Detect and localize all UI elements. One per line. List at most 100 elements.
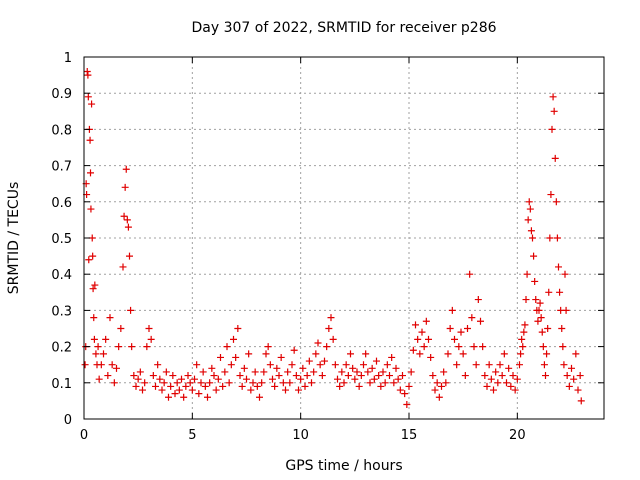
data-point	[362, 350, 370, 358]
data-point	[325, 325, 333, 332]
data-point	[167, 382, 175, 390]
data-point	[282, 386, 289, 394]
axis-ticks: 0 5 10 15 20 0 0.1 0.2 0.3 0.4 0.5 0.6 0.7 0.8 0.9 1	[51, 51, 604, 443]
data-point	[485, 361, 493, 369]
data-point	[113, 364, 120, 372]
data-point	[472, 361, 480, 369]
data-point	[340, 379, 348, 387]
data-point	[143, 343, 151, 351]
data-point	[180, 393, 188, 401]
data-point	[546, 234, 554, 242]
data-point	[453, 361, 461, 369]
data-point	[84, 71, 92, 79]
data-point	[555, 263, 562, 271]
data-point	[516, 361, 523, 369]
data-point	[238, 382, 246, 390]
data-point	[331, 361, 339, 369]
data-point	[318, 372, 326, 380]
data-point	[251, 368, 259, 376]
data-point	[547, 191, 555, 199]
data-point	[126, 252, 133, 260]
data-point	[496, 361, 504, 369]
data-point	[574, 386, 582, 394]
data-point	[433, 379, 441, 387]
data-point	[492, 368, 500, 376]
data-point	[412, 321, 419, 329]
data-point	[498, 372, 506, 380]
data-point	[399, 372, 406, 380]
data-point	[576, 372, 584, 380]
data-point	[532, 296, 540, 304]
data-point	[102, 335, 110, 343]
data-point	[418, 328, 426, 336]
data-point	[461, 372, 469, 380]
data-point	[88, 100, 96, 108]
data-point	[123, 216, 131, 224]
data-point	[271, 382, 279, 390]
data-point	[440, 368, 448, 376]
data-point	[357, 372, 365, 380]
data-point	[414, 335, 422, 343]
data-point	[206, 379, 214, 387]
data-point	[507, 382, 515, 390]
data-point	[479, 343, 487, 351]
y-tick-label: 0.1	[51, 377, 72, 392]
data-point	[517, 350, 525, 358]
data-point	[548, 125, 556, 133]
data-point	[542, 372, 549, 380]
data-point	[165, 393, 172, 401]
data-point	[560, 361, 568, 369]
data-point	[457, 328, 465, 336]
data-point	[438, 382, 445, 390]
data-point	[561, 270, 569, 278]
data-point	[420, 343, 428, 351]
data-point	[550, 107, 558, 115]
data-point	[494, 379, 502, 387]
y-tick-label: 1	[64, 51, 72, 66]
data-point	[127, 306, 135, 314]
data-point	[210, 372, 218, 380]
data-point	[95, 375, 103, 383]
data-point	[477, 317, 484, 325]
data-point	[524, 216, 532, 224]
data-point	[381, 379, 389, 387]
data-point	[373, 357, 380, 365]
data-point	[577, 397, 585, 405]
data-point	[91, 281, 99, 289]
data-point	[264, 343, 272, 351]
data-point	[351, 375, 359, 383]
y-tick-label: 0.2	[51, 341, 72, 356]
data-point	[195, 390, 203, 398]
data-point	[201, 382, 209, 390]
data-point	[128, 343, 136, 351]
data-point	[505, 364, 513, 372]
data-point	[490, 386, 497, 394]
data-point	[353, 368, 361, 376]
data-point	[344, 372, 352, 380]
data-point	[186, 379, 194, 387]
data-point	[503, 379, 510, 387]
data-point	[349, 364, 357, 372]
data-point	[536, 299, 544, 307]
data-point	[527, 227, 535, 235]
data-point	[487, 375, 495, 383]
data-point	[295, 386, 302, 394]
data-point	[162, 368, 170, 376]
data-point	[110, 379, 118, 387]
data-point	[342, 361, 350, 369]
data-point	[81, 361, 89, 369]
data-point	[442, 379, 450, 387]
y-tick-label: 0.6	[51, 196, 72, 211]
data-point	[175, 386, 183, 394]
data-point	[262, 350, 270, 358]
data-point	[474, 296, 482, 304]
data-point	[513, 375, 521, 383]
x-tick-label: 15	[401, 428, 418, 443]
data-point	[308, 379, 315, 387]
data-point	[511, 386, 519, 394]
data-point	[219, 382, 227, 390]
y-tick-label: 0.5	[51, 232, 72, 247]
data-point	[152, 382, 159, 390]
data-point	[305, 357, 313, 365]
y-tick-label: 0.4	[51, 268, 72, 283]
